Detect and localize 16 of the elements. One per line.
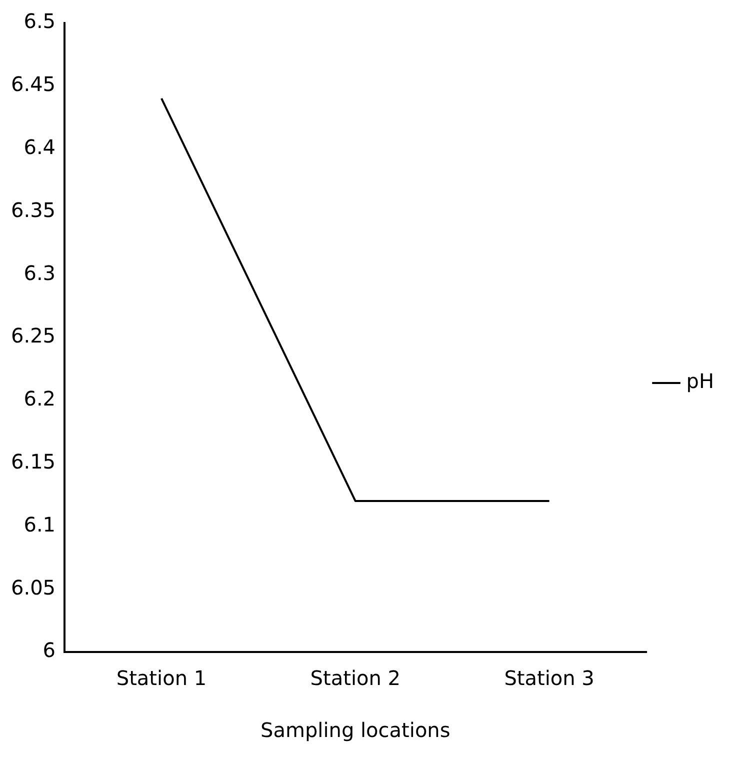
y-tick-label: 6.5 (24, 9, 56, 34)
x-axis-title: Sampling locations (260, 718, 450, 742)
y-tick-label: 6.25 (11, 324, 56, 348)
y-tick-label: 6.15 (11, 450, 56, 474)
y-tick-label: 6.05 (11, 575, 56, 600)
x-tick-label: Station 3 (504, 666, 594, 690)
y-tick-label: 6.35 (11, 198, 56, 222)
x-tick-label: Station 2 (310, 666, 400, 690)
y-tick-label: 6.2 (24, 386, 56, 411)
x-tick-label: Station 1 (116, 666, 207, 690)
y-tick-label: 6.3 (24, 260, 56, 285)
y-tick-label: 6 (42, 638, 56, 662)
legend-label: pH (686, 369, 714, 394)
y-tick-label: 6.4 (24, 135, 56, 160)
y-tick-label: 6.1 (24, 512, 56, 536)
y-tick-label: 6.45 (11, 72, 56, 96)
